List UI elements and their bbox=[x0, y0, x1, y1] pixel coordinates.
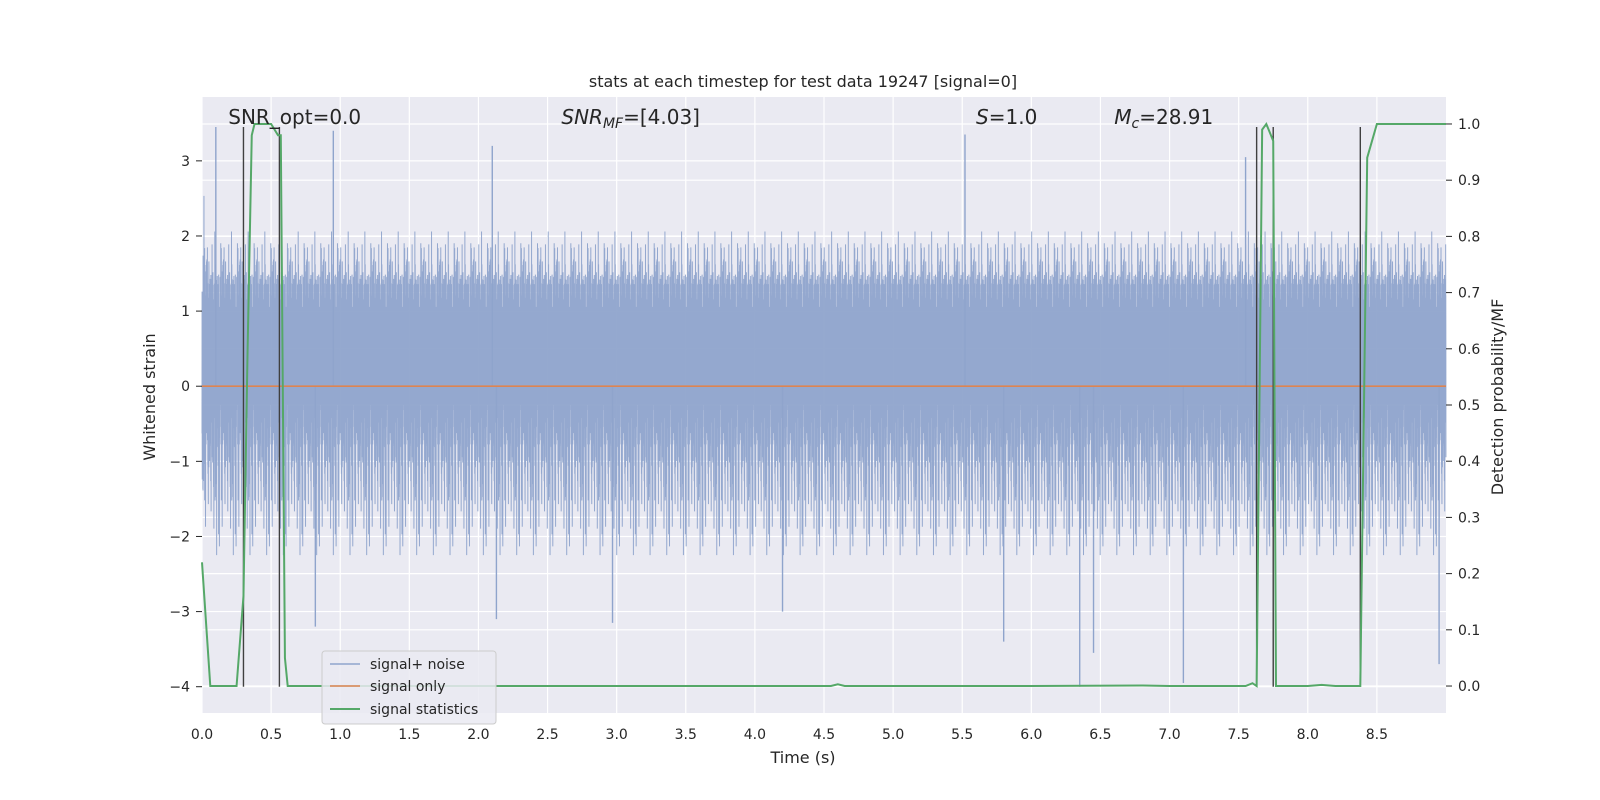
annotation-text: SNR_opt=0.0 bbox=[228, 105, 361, 129]
legend-label-signal-statistics: signal statistics bbox=[370, 702, 478, 718]
chart-title: stats at each timestep for test data 192… bbox=[589, 72, 1017, 91]
x-tick-label: 5.0 bbox=[882, 727, 904, 743]
left-axis-ticks: 3 2 1 0 −1 −2 −3 −4 bbox=[169, 154, 202, 696]
x-tick-label: 2.5 bbox=[536, 727, 558, 743]
y2-tick-label: 0.3 bbox=[1458, 510, 1480, 526]
y-tick-label: 0 bbox=[181, 379, 190, 395]
y-tick-label: 2 bbox=[181, 229, 190, 245]
annotation-text: S=1.0 bbox=[976, 105, 1037, 129]
x-tick-label: 8.0 bbox=[1297, 727, 1319, 743]
y-tick-label: −1 bbox=[169, 454, 190, 470]
x-tick-label: 4.5 bbox=[813, 727, 835, 743]
y2-tick-label: 0.0 bbox=[1458, 679, 1480, 695]
y2-tick-label: 0.5 bbox=[1458, 398, 1480, 414]
y2-tick-label: 0.2 bbox=[1458, 567, 1480, 583]
x-tick-label: 2.0 bbox=[467, 727, 489, 743]
series-signal-statistics bbox=[201, 121, 1446, 688]
y2-tick-label: 0.6 bbox=[1458, 342, 1480, 358]
annotations: SNR_opt=0.0 SNRMF=[4.03] S=1.0 Mc=28.91 bbox=[228, 105, 1213, 132]
y2-tick-label: 1.0 bbox=[1458, 117, 1480, 133]
x-tick-label: 6.0 bbox=[1020, 727, 1042, 743]
y-tick-label: 1 bbox=[181, 304, 190, 320]
right-axis-ticks: 1.0 0.9 0.8 0.7 0.6 0.5 0.4 0.3 0.2 0.1 0.0 bbox=[1446, 117, 1480, 695]
annotation-text: Mc=28.91 bbox=[1114, 105, 1213, 132]
x-tick-label: 1.5 bbox=[398, 727, 420, 743]
y-tick-label: −3 bbox=[169, 605, 190, 621]
y2-tick-label: 0.4 bbox=[1458, 454, 1480, 470]
y-tick-label: 3 bbox=[181, 154, 190, 170]
x-tick-label: 3.0 bbox=[606, 727, 628, 743]
y-tick-label: −2 bbox=[169, 529, 190, 545]
x-tick-label: 1.0 bbox=[329, 727, 351, 743]
x-axis-ticks: 0.0 0.5 1.0 1.5 2.0 2.5 3.0 3.5 4.0 4.5 5.0 5.5 6.0 6… bbox=[191, 727, 1388, 743]
y-axis-label: Whitened strain bbox=[140, 333, 159, 460]
series-line-signal-statistics bbox=[201, 121, 1446, 688]
legend-label-signal-plus-noise: signal+ noise bbox=[370, 657, 465, 673]
series-signal-plus-noise bbox=[201, 127, 1447, 687]
x-tick-label: 0.5 bbox=[260, 727, 282, 743]
annotation-text: SNRMF=[4.03] bbox=[561, 105, 700, 132]
legend: signal+ noise signal only signal statist… bbox=[321, 650, 497, 725]
x-tick-label: 7.0 bbox=[1158, 727, 1180, 743]
x-tick-label: 5.5 bbox=[951, 727, 973, 743]
x-tick-label: 3.5 bbox=[675, 727, 697, 743]
y-tick-label: −4 bbox=[169, 680, 190, 696]
x-tick-label: 4.0 bbox=[744, 727, 766, 743]
y2-tick-label: 0.8 bbox=[1458, 229, 1480, 245]
x-axis-label: Time (s) bbox=[769, 748, 835, 767]
y2-axis-label: Detection probability/MF bbox=[1488, 299, 1507, 496]
legend-label-signal-only: signal only bbox=[370, 679, 445, 695]
series-line-signal-plus-noise bbox=[201, 195, 1447, 556]
legend-box bbox=[321, 650, 497, 725]
y2-tick-label: 0.9 bbox=[1458, 173, 1480, 189]
y2-tick-label: 0.1 bbox=[1458, 623, 1480, 639]
x-tick-label: 8.5 bbox=[1366, 727, 1388, 743]
x-tick-label: 0.0 bbox=[191, 727, 213, 743]
y2-tick-label: 0.7 bbox=[1458, 286, 1480, 302]
x-tick-label: 6.5 bbox=[1089, 727, 1111, 743]
x-tick-label: 7.5 bbox=[1228, 727, 1250, 743]
